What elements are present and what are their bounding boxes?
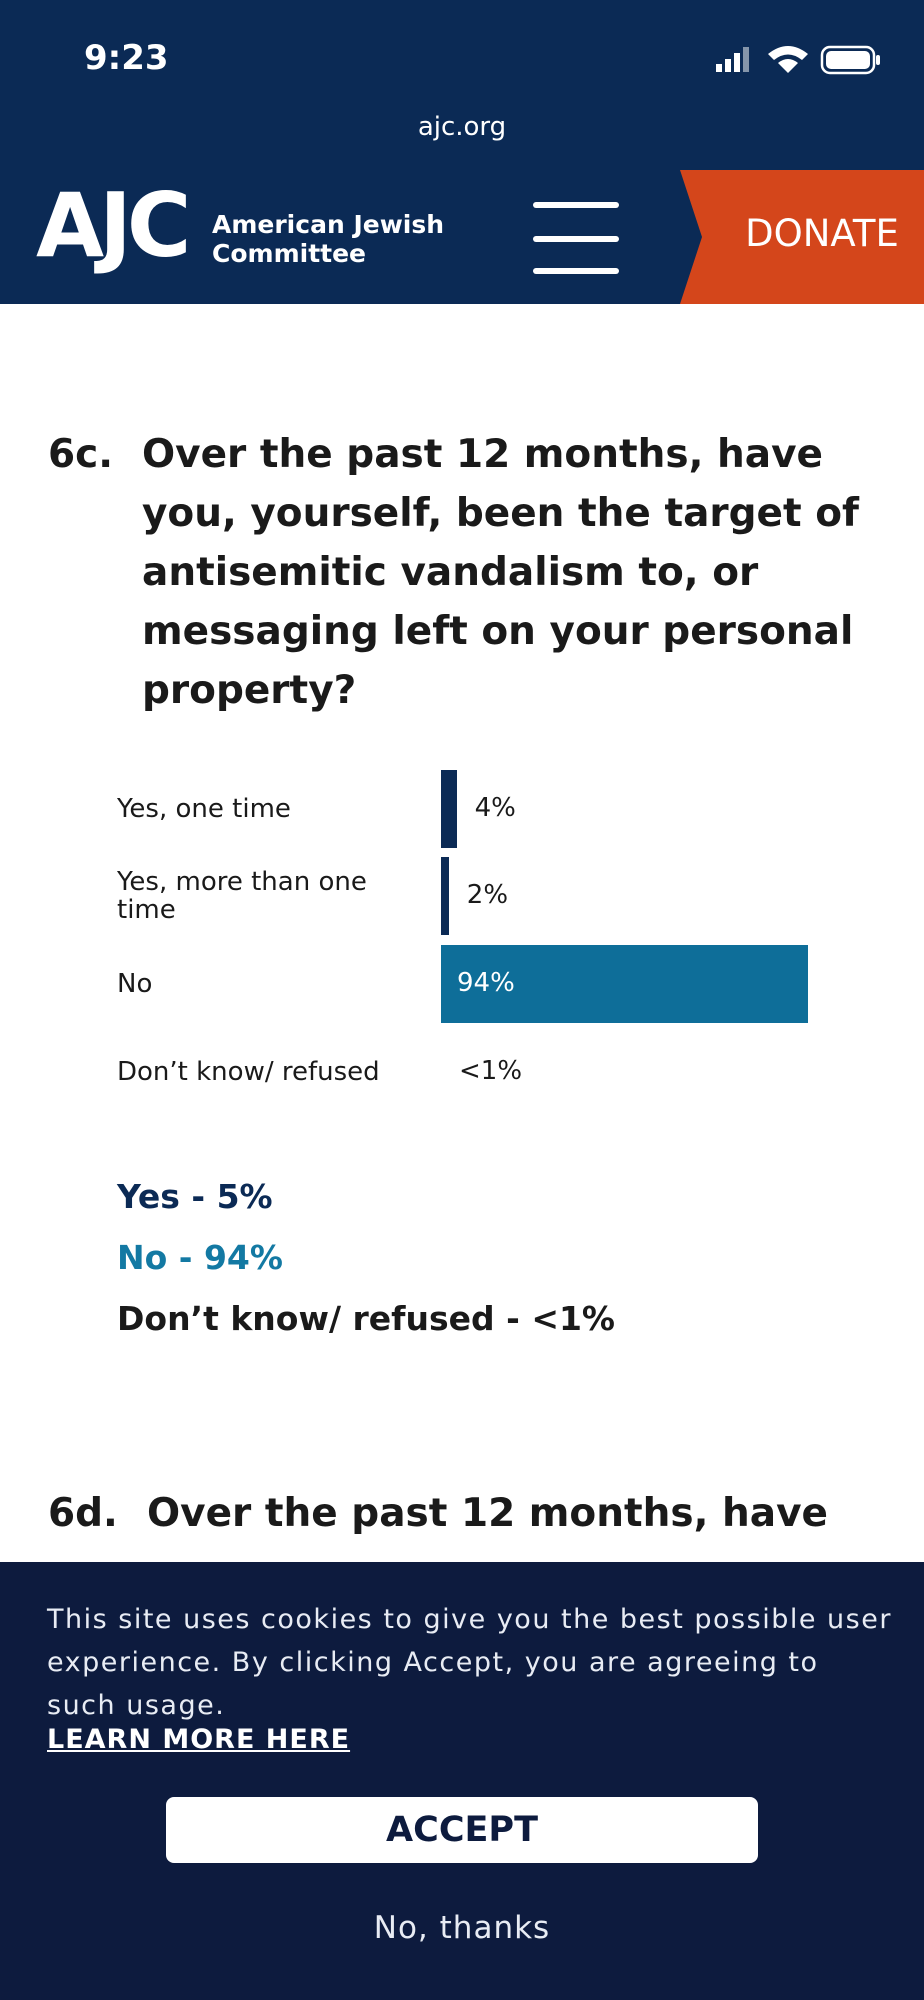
- org-name-line: American Jewish: [212, 210, 445, 239]
- summary-line: Don’t know/ refused - <1%: [117, 1299, 615, 1338]
- org-name: American Jewish Committee: [212, 210, 444, 268]
- top-bar: 9:23 ajc.org AJC American Jewish Committe…: [0, 0, 924, 304]
- org-name-line: Committee: [212, 239, 367, 268]
- value-label: 94%: [457, 968, 515, 998]
- logo[interactable]: AJC: [36, 174, 191, 277]
- url: ajc.org: [417, 112, 507, 142]
- value-label: 2%: [466, 880, 509, 910]
- category-label: Yes, more than one time: [117, 867, 367, 925]
- cookie-text: This site uses cookies to give you the b…: [47, 1604, 892, 1721]
- value-label: <1%: [459, 1056, 523, 1086]
- accept-button[interactable]: ACCEPT: [166, 1797, 758, 1863]
- question-text: Over the past 12 months, have: [147, 1491, 828, 1536]
- bar: [441, 857, 449, 935]
- question-number: 6c.: [48, 432, 114, 477]
- question-number: 6d.: [48, 1491, 118, 1536]
- status-icons: [716, 45, 880, 75]
- category-label: Don’t know/ refused: [117, 1057, 380, 1087]
- question-text: Over the past 12 months, have you, yours…: [142, 432, 859, 713]
- bar: [441, 770, 457, 848]
- summary-line: No - 94%: [117, 1238, 283, 1277]
- bar: [441, 945, 808, 1023]
- donate-shape: [680, 170, 924, 304]
- decline-button[interactable]: No, thanks: [373, 1910, 551, 1946]
- clock: 9:23: [84, 38, 169, 78]
- value-label: 4%: [474, 793, 516, 823]
- category-label: Yes, one time: [117, 794, 291, 824]
- cookie-banner: This site uses cookies to give you the b…: [0, 1562, 924, 2000]
- menu-button[interactable]: [533, 200, 621, 276]
- bar-chart: Yes, one time 4% Yes, more than one time 2%…: [117, 770, 808, 1087]
- category-label: No: [117, 969, 153, 999]
- learn-more-link[interactable]: LEARN MORE HERE: [47, 1724, 351, 1755]
- donate-button[interactable]: DONATE: [745, 212, 899, 255]
- summary-line: Yes - 5%: [117, 1177, 273, 1216]
